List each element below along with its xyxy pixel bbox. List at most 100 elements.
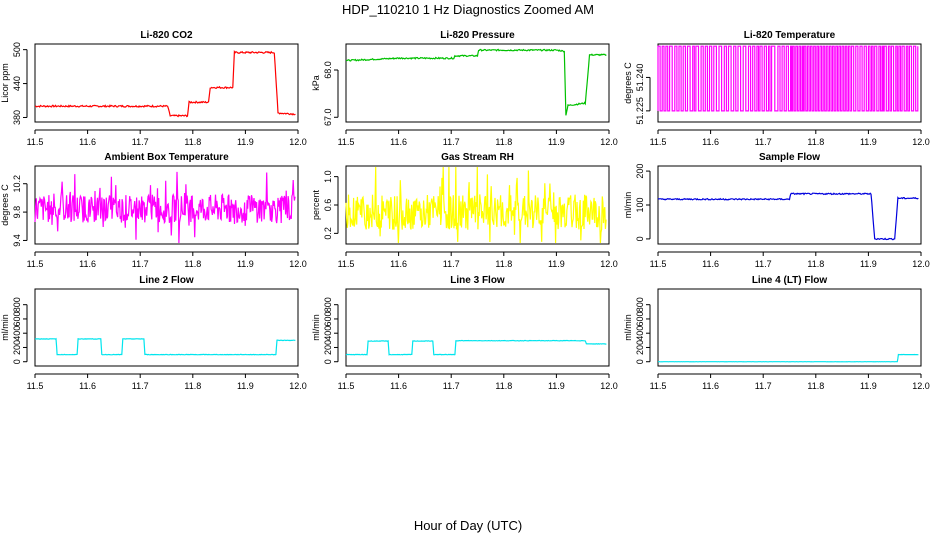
y-tick-label: 1.0 xyxy=(323,170,333,183)
panel-4: Ambient Box Temperature 11.5 11.6 11.7 11.8 1… xyxy=(0,152,307,269)
x-tick-label: 11.9 xyxy=(237,381,254,391)
panel-title: Gas Stream RH xyxy=(441,152,514,163)
y-tick-label: 800 xyxy=(635,297,645,312)
x-tick-label: 11.6 xyxy=(79,259,96,269)
panel-7: Line 2 Flow 11.5 11.6 11.7 11.8 11.9 12.0 0 2004… xyxy=(0,275,307,391)
x-tick-label: 11.7 xyxy=(755,259,772,269)
x-tick-label: 11.8 xyxy=(495,259,512,269)
y-axis-label: Licor ppm xyxy=(0,63,10,103)
y-tick-label: 51.240 xyxy=(635,64,645,92)
x-tick-label: 11.8 xyxy=(807,381,824,391)
y-tick-label: 100 xyxy=(635,197,645,212)
y-tick-label: 0 xyxy=(635,236,645,241)
x-tick-label: 11.9 xyxy=(860,137,877,147)
panel-6: Sample Flow 11.5 11.6 11.7 11.8 11.9 12.0 0 100 2… xyxy=(623,152,930,269)
x-tick-label: 11.6 xyxy=(390,137,407,147)
plot-frame xyxy=(34,43,299,123)
page-title: HDP_110210 1 Hz Diagnostics Zoomed AM xyxy=(342,2,594,17)
plot-frame xyxy=(657,165,922,245)
x-tick-label: 12.0 xyxy=(912,259,930,269)
x-tick-label: 11.6 xyxy=(79,381,96,391)
panel-8: Line 3 Flow 11.5 11.6 11.7 11.8 11.9 12.0 0 2004… xyxy=(311,275,618,391)
series-line xyxy=(658,353,919,363)
panel-title: Line 4 (LT) Flow xyxy=(752,275,828,286)
series-line xyxy=(657,45,919,112)
y-tick-label: 380 xyxy=(12,110,22,125)
y-tick-label: 440 xyxy=(12,76,22,91)
y-tick-label: 200 xyxy=(12,340,22,355)
x-tick-label: 11.8 xyxy=(184,381,201,391)
plot-frame xyxy=(345,43,610,123)
x-axis-label: Hour of Day (UTC) xyxy=(413,518,523,533)
y-tick-label: 500 xyxy=(12,42,22,57)
y-tick-label: 68.0 xyxy=(323,61,333,79)
y-tick-label: 600 xyxy=(12,311,22,326)
x-tick-label: 11.8 xyxy=(807,137,824,147)
x-tick-label: 11.9 xyxy=(548,259,565,269)
x-tick-label: 11.7 xyxy=(132,259,149,269)
panel-title: Ambient Box Temperature xyxy=(104,152,229,163)
panel-title: Line 3 Flow xyxy=(450,275,505,286)
y-tick-label: 600 xyxy=(635,311,645,326)
y-tick-label: 200 xyxy=(323,340,333,355)
y-tick-label: 0 xyxy=(635,359,645,364)
y-axis-label: degrees C xyxy=(623,62,633,104)
series-line xyxy=(345,48,607,116)
series-line xyxy=(345,339,607,356)
plot-frame xyxy=(657,288,922,367)
x-tick-label: 11.9 xyxy=(548,381,565,391)
x-tick-label: 11.6 xyxy=(390,381,407,391)
x-tick-label: 11.8 xyxy=(807,259,824,269)
x-tick-label: 11.6 xyxy=(702,259,719,269)
y-tick-label: 0.6 xyxy=(323,199,333,212)
series-line xyxy=(345,166,607,244)
x-tick-label: 11.7 xyxy=(755,381,772,391)
x-tick-label: 11.8 xyxy=(495,137,512,147)
panel-1: Li-820 CO2 11.5 11.6 11.7 11.8 11.9 12.0 380 440… xyxy=(0,30,307,147)
panel-title: Li-820 CO2 xyxy=(140,30,193,41)
x-tick-label: 11.9 xyxy=(548,137,565,147)
x-tick-label: 12.0 xyxy=(600,381,618,391)
panel-9: Line 4 (LT) Flow 11.5 11.6 11.7 11.8 11.9 12.0… xyxy=(623,275,930,391)
y-axis-label: percent xyxy=(311,189,321,220)
y-tick-label: 0 xyxy=(12,359,22,364)
x-tick-label: 11.9 xyxy=(237,259,254,269)
panel-title: Line 2 Flow xyxy=(139,275,194,286)
x-tick-label: 11.5 xyxy=(650,259,667,269)
y-tick-label: 400 xyxy=(323,326,333,341)
y-axis-label: ml/min xyxy=(311,314,321,341)
x-tick-label: 12.0 xyxy=(912,381,930,391)
x-tick-label: 11.9 xyxy=(860,381,877,391)
x-tick-label: 11.5 xyxy=(27,381,44,391)
x-tick-label: 11.5 xyxy=(27,259,44,269)
x-tick-label: 11.5 xyxy=(338,137,355,147)
y-axis-label: ml/min xyxy=(0,314,10,341)
y-tick-label: 0.2 xyxy=(323,227,333,240)
plot-frame xyxy=(345,288,610,367)
x-tick-label: 11.7 xyxy=(132,137,149,147)
y-tick-label: 9.8 xyxy=(12,206,22,219)
y-tick-label: 800 xyxy=(323,297,333,312)
x-tick-label: 11.6 xyxy=(390,259,407,269)
panel-title: Sample Flow xyxy=(759,152,820,163)
y-axis-label: degrees C xyxy=(0,184,10,226)
y-axis-label: kPa xyxy=(311,75,321,91)
x-tick-label: 12.0 xyxy=(289,259,307,269)
y-tick-label: 800 xyxy=(12,297,22,312)
x-tick-label: 11.9 xyxy=(860,259,877,269)
x-tick-label: 11.9 xyxy=(237,137,254,147)
y-tick-label: 0 xyxy=(323,359,333,364)
y-tick-label: 10.2 xyxy=(12,175,22,193)
panel-title: Li-820 Pressure xyxy=(440,30,515,41)
y-tick-label: 67.0 xyxy=(323,109,333,127)
x-tick-label: 11.5 xyxy=(338,259,355,269)
x-tick-label: 11.7 xyxy=(755,137,772,147)
x-tick-label: 12.0 xyxy=(600,137,618,147)
y-axis-label: ml/min xyxy=(623,192,633,219)
y-tick-label: 400 xyxy=(12,326,22,341)
panel-title: Li-820 Temperature xyxy=(744,30,836,41)
x-tick-label: 12.0 xyxy=(289,137,307,147)
plot-frame xyxy=(34,165,299,245)
x-tick-label: 11.5 xyxy=(650,137,667,147)
